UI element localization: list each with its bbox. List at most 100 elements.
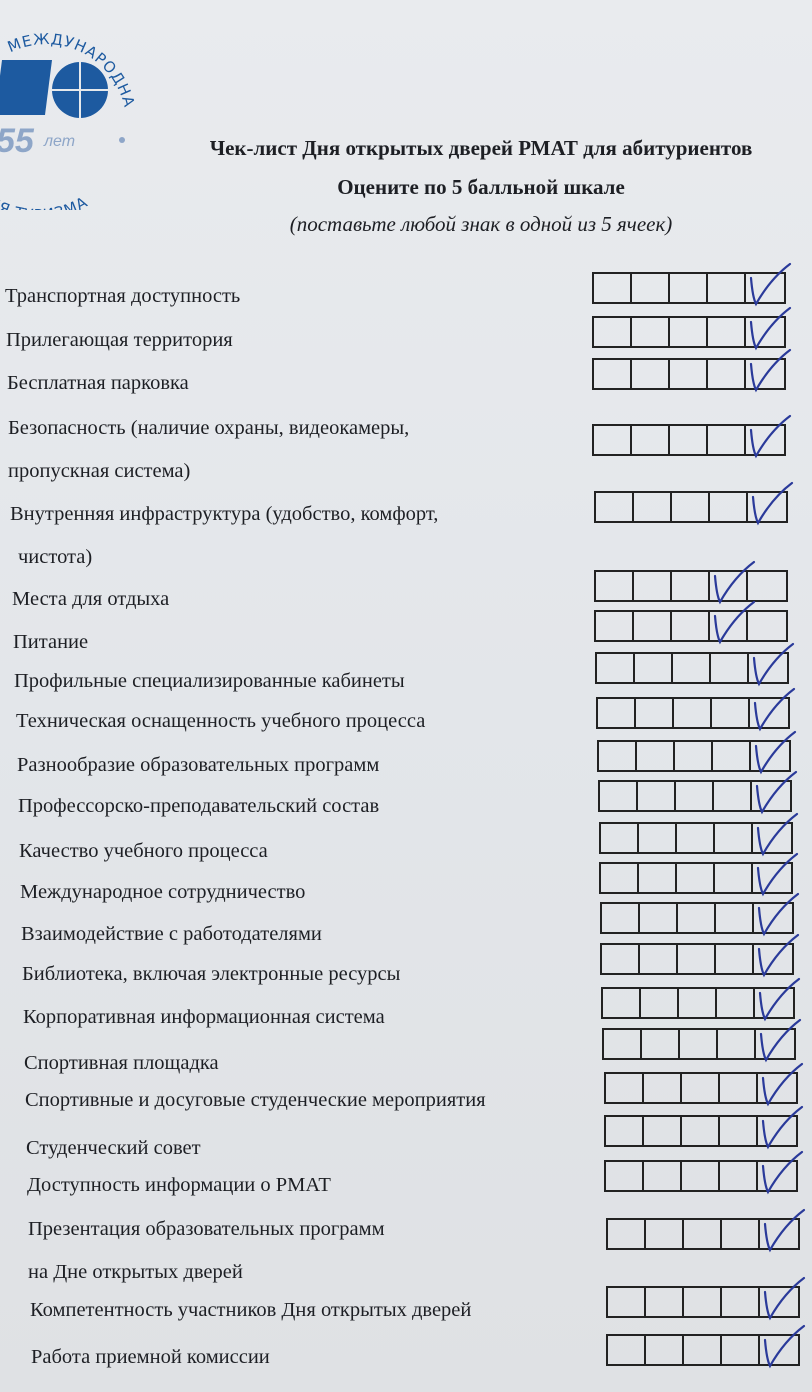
rating-cell-1[interactable] [608,1220,646,1248]
rating-cell-1[interactable] [602,904,640,932]
rating-cell-5[interactable] [746,348,792,393]
rating-cell-2[interactable] [641,989,679,1017]
rating-cell-2[interactable] [644,1074,682,1102]
rating-cell-3[interactable] [677,824,715,852]
rating-cell-2[interactable] [640,904,678,932]
rating-cell-5[interactable] [748,481,794,526]
rating-cell-5[interactable] [760,1276,806,1321]
rating-cell-4[interactable] [710,493,748,521]
rating-cell-5[interactable] [753,812,799,857]
rating-cell-1[interactable] [594,318,632,346]
rating-cell-3[interactable] [682,1074,720,1102]
rating-cell-3[interactable] [682,1162,720,1190]
rating-cell-1[interactable] [594,274,632,302]
rating-cell-1[interactable] [601,824,639,852]
rating-cell-5[interactable] [746,306,792,351]
rating-cell-2[interactable] [642,1030,680,1058]
rating-cell-1[interactable] [600,782,638,810]
rating-cell-4[interactable] [722,1336,760,1364]
rating-cell-5[interactable] [752,770,798,815]
rating-cell-2[interactable] [646,1288,684,1316]
rating-cell-4[interactable] [716,945,754,973]
rating-cell-1[interactable] [602,945,640,973]
rating-cell-5[interactable] [754,933,800,978]
rating-cell-5[interactable] [746,262,792,307]
rating-cell-3[interactable] [670,318,708,346]
rating-cell-2[interactable] [632,426,670,454]
rating-cell-1[interactable] [608,1336,646,1364]
rating-cell-5[interactable] [755,977,801,1022]
rating-cell-2[interactable] [636,699,674,727]
rating-cell-4[interactable] [722,1220,760,1248]
rating-cell-1[interactable] [596,572,634,600]
rating-cell-4[interactable] [720,1074,758,1102]
rating-cell-2[interactable] [632,318,670,346]
rating-cell-3[interactable] [670,426,708,454]
rating-cell-2[interactable] [634,572,672,600]
rating-cell-3[interactable] [670,274,708,302]
rating-cell-5[interactable] [758,1062,804,1107]
rating-cell-3[interactable] [672,612,710,640]
rating-cell-3[interactable] [679,989,717,1017]
rating-cell-5[interactable] [753,852,799,897]
rating-cell-1[interactable] [606,1117,644,1145]
rating-cell-2[interactable] [644,1117,682,1145]
rating-cell-3[interactable] [670,360,708,388]
rating-cell-3[interactable] [677,864,715,892]
rating-cell-3[interactable] [680,1030,718,1058]
rating-cell-5[interactable] [749,642,795,687]
rating-cell-4[interactable] [715,824,753,852]
rating-cell-3[interactable] [684,1288,722,1316]
rating-cell-4[interactable] [708,318,746,346]
rating-cell-4[interactable] [720,1117,758,1145]
rating-cell-1[interactable] [598,699,636,727]
rating-cell-5[interactable] [751,730,797,775]
rating-cell-3[interactable] [682,1117,720,1145]
rating-cell-4[interactable] [710,600,756,645]
rating-cell-4[interactable] [713,742,751,770]
rating-cell-2[interactable] [640,945,678,973]
rating-cell-5[interactable] [748,612,786,640]
rating-cell-4[interactable] [718,1030,756,1058]
rating-cell-2[interactable] [637,742,675,770]
rating-cell-5[interactable] [760,1324,806,1369]
rating-cell-3[interactable] [675,742,713,770]
rating-cell-4[interactable] [708,426,746,454]
rating-cell-1[interactable] [608,1288,646,1316]
rating-cell-1[interactable] [596,493,634,521]
rating-cell-1[interactable] [601,864,639,892]
rating-cell-2[interactable] [632,360,670,388]
rating-cell-1[interactable] [596,612,634,640]
rating-cell-3[interactable] [684,1220,722,1248]
rating-cell-2[interactable] [646,1336,684,1364]
rating-cell-3[interactable] [678,904,716,932]
rating-cell-2[interactable] [635,654,673,682]
rating-cell-1[interactable] [597,654,635,682]
rating-cell-3[interactable] [672,493,710,521]
rating-cell-2[interactable] [634,612,672,640]
rating-cell-3[interactable] [684,1336,722,1364]
rating-cell-1[interactable] [594,360,632,388]
rating-cell-2[interactable] [644,1162,682,1190]
rating-cell-4[interactable] [708,360,746,388]
rating-cell-3[interactable] [674,699,712,727]
rating-cell-1[interactable] [594,426,632,454]
rating-cell-4[interactable] [708,274,746,302]
rating-cell-4[interactable] [722,1288,760,1316]
rating-cell-4[interactable] [716,904,754,932]
rating-cell-5[interactable] [758,1150,804,1195]
rating-cell-4[interactable] [710,560,756,605]
rating-cell-5[interactable] [754,892,800,937]
rating-cell-5[interactable] [748,572,786,600]
rating-cell-3[interactable] [678,945,716,973]
rating-cell-4[interactable] [712,699,750,727]
rating-cell-5[interactable] [760,1208,806,1253]
rating-cell-1[interactable] [606,1074,644,1102]
rating-cell-2[interactable] [639,824,677,852]
rating-cell-4[interactable] [714,782,752,810]
rating-cell-3[interactable] [673,654,711,682]
rating-cell-2[interactable] [638,782,676,810]
rating-cell-3[interactable] [676,782,714,810]
rating-cell-3[interactable] [672,572,710,600]
rating-cell-1[interactable] [604,1030,642,1058]
